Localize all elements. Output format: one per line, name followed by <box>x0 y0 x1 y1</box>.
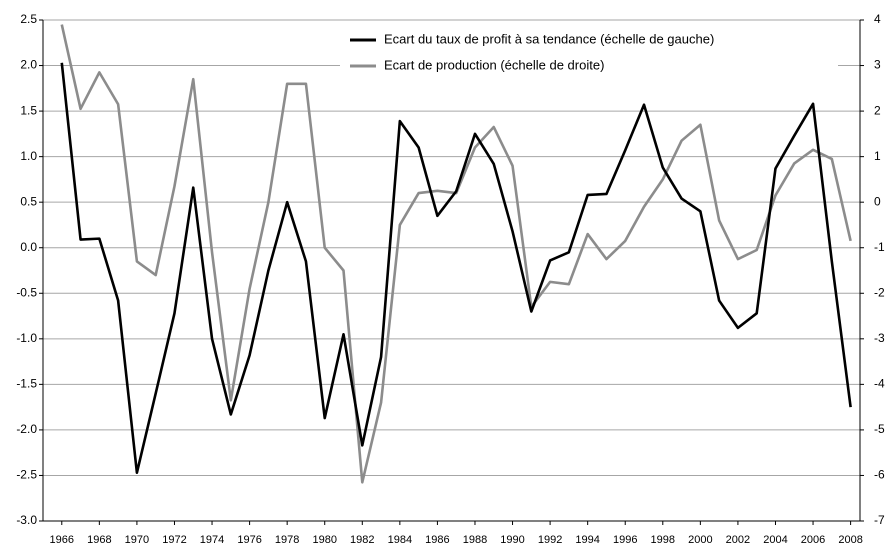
y2-tick-label: -3 <box>874 331 885 345</box>
x-tick-label: 1980 <box>312 534 336 546</box>
y-tick-label: 1.5 <box>20 103 37 117</box>
y-tick-label: -0.5 <box>16 285 37 299</box>
x-tick-label: 1992 <box>538 534 562 546</box>
y2-tick-label: 1 <box>874 149 881 163</box>
y2-tick-label: -5 <box>874 422 885 436</box>
series-line <box>60 24 852 484</box>
x-tick-label: 2002 <box>726 534 750 546</box>
x-tick-label: 1998 <box>651 534 675 546</box>
x-tick-label: 1974 <box>200 534 224 546</box>
x-tick-label: 2006 <box>801 534 825 546</box>
x-tick-label: 1970 <box>125 534 149 546</box>
y2-tick-label: -7 <box>874 513 885 527</box>
y-tick-label: -1.5 <box>16 377 37 391</box>
x-tick-label: 1988 <box>463 534 487 546</box>
y-tick-label: -1.0 <box>16 331 37 345</box>
y-tick-label: 0.0 <box>20 240 37 254</box>
series-line <box>60 62 852 475</box>
y-tick-label: 1.0 <box>20 149 37 163</box>
x-tick-label: 1990 <box>500 534 524 546</box>
y2-tick-label: 3 <box>874 58 881 72</box>
legend-box <box>340 28 838 80</box>
y-tick-label: -2.5 <box>16 468 37 482</box>
x-tick-label: 1976 <box>237 534 261 546</box>
x-tick-label: 1984 <box>388 534 412 546</box>
x-tick-label: 1994 <box>575 534 599 546</box>
y2-tick-label: -4 <box>874 377 885 391</box>
y-tick-label: 2.5 <box>20 12 37 26</box>
x-tick-label: 1972 <box>162 534 186 546</box>
y-tick-label: 0.5 <box>20 194 37 208</box>
x-tick-label: 1982 <box>350 534 374 546</box>
y2-tick-label: -2 <box>874 285 885 299</box>
y2-tick-label: 0 <box>874 194 881 208</box>
y2-tick-label: -6 <box>874 468 885 482</box>
x-tick-label: 1986 <box>425 534 449 546</box>
x-tick-label: 1978 <box>275 534 299 546</box>
legend-label: Ecart du taux de profit à sa tendance (é… <box>384 31 714 46</box>
x-tick-label: 1966 <box>50 534 74 546</box>
y2-tick-label: 2 <box>874 103 881 117</box>
y-tick-label: -3.0 <box>16 513 37 527</box>
x-tick-label: 2004 <box>763 534 787 546</box>
legend-label: Ecart de production (échelle de droite) <box>384 57 604 72</box>
y-tick-label: -2.0 <box>16 422 37 436</box>
x-tick-label: 2000 <box>688 534 712 546</box>
y2-tick-label: -1 <box>874 240 885 254</box>
x-tick-label: 2008 <box>838 534 862 546</box>
x-tick-label: 1968 <box>87 534 111 546</box>
y2-tick-label: 4 <box>874 12 881 26</box>
y-tick-label: 2.0 <box>20 58 37 72</box>
x-tick-label: 1996 <box>613 534 637 546</box>
